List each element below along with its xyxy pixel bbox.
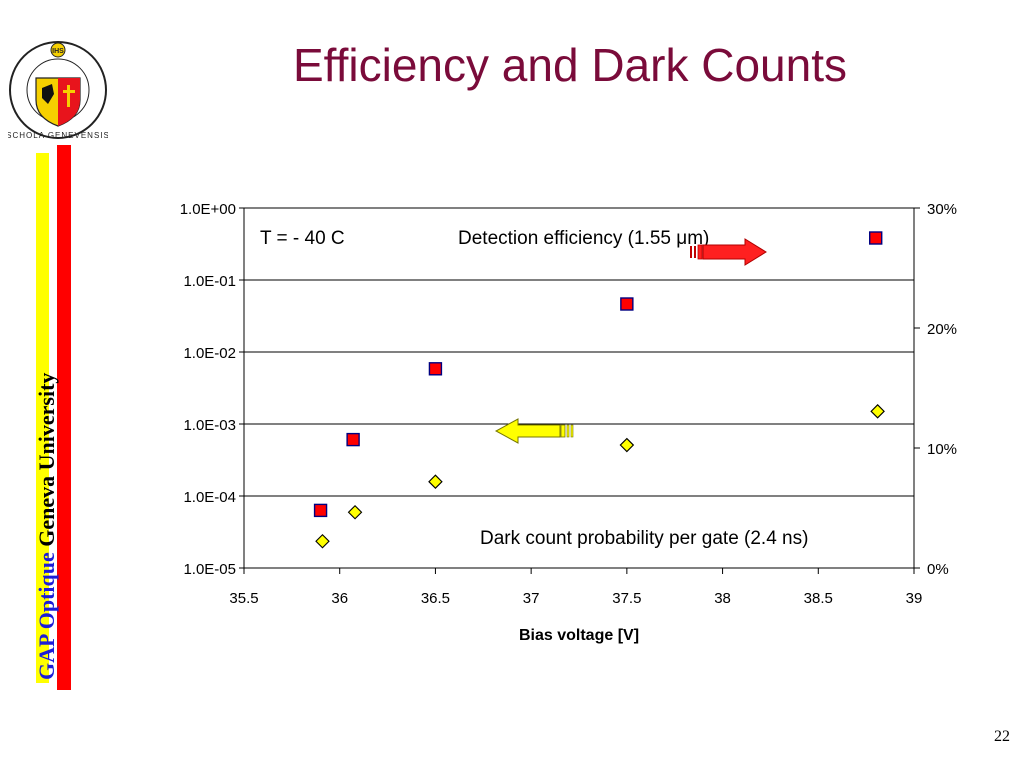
left-tick-label: 1.0E-02	[183, 345, 236, 362]
page-number: 22	[994, 728, 1010, 745]
right-tick-label: 30%	[927, 201, 957, 218]
annotation-efficiency: Detection efficiency (1.55 μm)	[458, 228, 709, 249]
x-tick-label: 35.5	[229, 590, 258, 607]
dark-count-point	[428, 474, 443, 489]
dark-count-point	[347, 504, 363, 520]
efficiency-point	[428, 362, 443, 376]
left-tick-label: 1.0E-03	[183, 417, 236, 434]
series-marks	[313, 231, 885, 549]
right-tick-label: 20%	[927, 321, 957, 338]
x-axis: 35.5 36 36.5 37 37.5 38 38.5 39	[229, 568, 922, 607]
slide-title: Efficiency and Dark Counts	[293, 39, 847, 91]
dark-count-point	[619, 437, 635, 453]
arrow-right-icon	[690, 238, 767, 266]
university-seal-logo: IHS SCHOLA GENEVENSIS	[8, 41, 108, 140]
chart-grid	[244, 207, 914, 569]
left-tick-label: 1.0E+00	[180, 201, 236, 218]
arrow-left-icon	[494, 418, 574, 444]
efficiency-point	[346, 432, 360, 447]
dark-count-point	[870, 404, 885, 419]
annotation-dark-counts: Dark count probability per gate (2.4 ns)	[480, 528, 808, 549]
x-tick-label: 37	[523, 590, 540, 607]
left-tick-label: 1.0E-04	[183, 489, 236, 506]
x-tick-label: 36.5	[421, 590, 450, 607]
left-tick-label: 1.0E-01	[183, 273, 236, 290]
right-tick-label: 10%	[927, 441, 957, 458]
left-tick-label: 1.0E-05	[183, 561, 236, 578]
x-tick-label: 38.5	[804, 590, 833, 607]
side-red-bar	[57, 145, 71, 690]
svg-text:IHS: IHS	[52, 48, 64, 55]
x-axis-label: Bias voltage [V]	[519, 627, 639, 644]
efficiency-point	[620, 297, 634, 311]
right-tick-label: 0%	[927, 561, 949, 578]
efficiency-point	[313, 503, 328, 518]
plot-area-frame	[243, 207, 915, 569]
right-axis: 30% 20% 10% 0%	[913, 201, 957, 578]
dark-count-point	[315, 534, 330, 549]
x-tick-label: 38	[714, 590, 731, 607]
left-axis: 1.0E+00 1.0E-01 1.0E-02 1.0E-03 1.0E-04 1.0E-…	[180, 201, 244, 578]
svg-text:SCHOLA GENEVENSIS: SCHOLA GENEVENSIS	[8, 131, 108, 140]
x-tick-label: 39	[906, 590, 923, 607]
x-tick-label: 36	[331, 590, 348, 607]
side-yellow-bar	[36, 153, 49, 683]
annotation-temperature: T = - 40 C	[260, 228, 345, 249]
x-tick-label: 37.5	[612, 590, 641, 607]
efficiency-point	[869, 231, 883, 245]
